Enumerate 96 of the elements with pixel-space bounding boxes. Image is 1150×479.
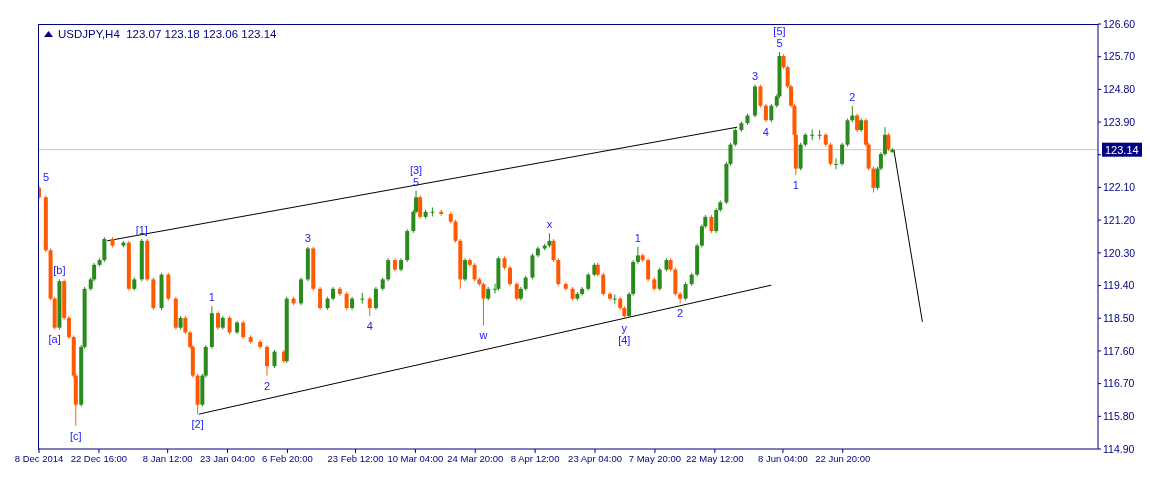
- candlestick: [463, 257, 468, 282]
- candlestick: [817, 129, 822, 141]
- candlestick: [646, 257, 651, 282]
- y-tick-label: 114.90: [1103, 442, 1135, 455]
- x-tick-label: 23 Jan 04:00: [200, 452, 256, 464]
- y-tick-label: 115.80: [1103, 410, 1135, 423]
- chart-title: USDJPY,H4 123.07 123.18 123.06 123.14: [58, 28, 277, 40]
- ref-line-label: 123.14: [1105, 143, 1139, 156]
- x-tick-label: 22 Dec 16:00: [70, 452, 128, 464]
- y-tick-label: 120.30: [1103, 246, 1136, 259]
- x-tick-label: 8 Dec 2014: [14, 452, 64, 464]
- annotation: 2: [849, 90, 856, 103]
- x-tick-label: 6 Feb 20:00: [262, 452, 313, 464]
- candlestick: [386, 257, 391, 282]
- candlestick: [635, 246, 640, 265]
- candlestick: [733, 127, 738, 147]
- x-tick-label: 8 Jan 12:00: [142, 452, 193, 464]
- candlestick: [871, 166, 876, 194]
- candlestick: [551, 238, 556, 263]
- annotation: 1: [792, 179, 799, 192]
- annotation: 1: [208, 291, 215, 304]
- candlestick: [360, 292, 365, 305]
- candlestick: [367, 296, 372, 317]
- x-tick-label: 24 Mar 20:00: [447, 452, 504, 464]
- candlestick: [833, 157, 838, 170]
- candlestick: [758, 84, 763, 109]
- annotation: 2: [677, 307, 684, 320]
- annotation: [1]: [135, 224, 148, 237]
- candlestick: [798, 142, 803, 171]
- annotation: 4: [366, 320, 373, 333]
- y-tick-label: 123.90: [1103, 115, 1136, 128]
- candlestick: [514, 281, 519, 301]
- candlestick: [102, 236, 107, 263]
- candlestick: [272, 349, 277, 369]
- y-tick-label: 116.70: [1103, 377, 1135, 390]
- y-tick-label: 119.40: [1103, 279, 1135, 292]
- x-tick-label: 7 May 20:00: [628, 452, 682, 464]
- y-tick-label: 125.70: [1103, 50, 1136, 63]
- candlestick: [840, 142, 845, 167]
- x-tick-label: 22 May 12:00: [686, 452, 744, 464]
- candlestick: [241, 320, 246, 340]
- y-tick-label: 117.60: [1103, 344, 1135, 357]
- x-tick-label: 10 Mar 04:00: [387, 452, 444, 464]
- y-tick-label: 118.50: [1103, 311, 1135, 324]
- annotation: 3: [304, 231, 311, 244]
- x-tick-label: 8 Apr 12:00: [510, 452, 560, 464]
- annotation: [4]: [618, 333, 631, 346]
- candlestick: [430, 206, 435, 218]
- candlestick: [828, 142, 833, 167]
- candlestick: [227, 315, 232, 335]
- x-tick-label: 8 Jun 04:00: [758, 452, 808, 464]
- candlestick: [265, 344, 270, 377]
- candlestick: [601, 272, 606, 297]
- y-tick-label: 124.80: [1103, 83, 1136, 96]
- candlestick: [453, 219, 458, 244]
- annotation: y: [621, 321, 628, 334]
- annotation: [2]: [191, 418, 204, 431]
- y-tick-label: 121.20: [1103, 213, 1136, 226]
- annotation: [c]: [69, 429, 82, 442]
- candlestick: [683, 281, 688, 301]
- annotation: 5: [42, 170, 50, 183]
- candlestick: [530, 253, 535, 280]
- annotation: 5: [776, 36, 783, 49]
- x-tick-label: 23 Feb 12:00: [327, 452, 384, 464]
- candlestick: [183, 315, 188, 335]
- annotation: [3]: [409, 163, 423, 176]
- annotation: [a]: [48, 333, 61, 346]
- annotation: 2: [263, 379, 271, 392]
- candlestick: [472, 262, 477, 282]
- annotation: w: [478, 329, 488, 342]
- x-tick-label: 22 Jun 20:00: [815, 452, 871, 464]
- candlestick: [556, 257, 561, 287]
- x-tick-label: 23 Apr 04:00: [568, 452, 622, 464]
- candlestick: [318, 286, 323, 311]
- candlestick: [66, 315, 71, 340]
- annotation: [b]: [53, 264, 66, 277]
- candlestick: [678, 291, 683, 304]
- candlestick: [810, 128, 815, 141]
- annotation: x: [546, 218, 553, 231]
- candlestick: [763, 103, 768, 123]
- candlestick: [657, 267, 662, 292]
- candlestick: [216, 310, 221, 330]
- y-tick-label: 126.60: [1103, 17, 1136, 30]
- candlestick: [481, 281, 486, 326]
- annotation: 4: [762, 126, 769, 139]
- candlestick: [769, 103, 774, 123]
- y-tick-label: 122.10: [1103, 181, 1136, 194]
- annotation: 1: [634, 231, 641, 244]
- candlestick: [507, 265, 512, 287]
- candlestick: [418, 194, 423, 220]
- candlestick: [373, 286, 378, 311]
- candlestick: [299, 277, 304, 306]
- annotation: 5: [413, 175, 420, 188]
- annotation: [5]: [773, 24, 786, 37]
- annotation: 3: [751, 69, 759, 82]
- candlestick: [166, 272, 171, 301]
